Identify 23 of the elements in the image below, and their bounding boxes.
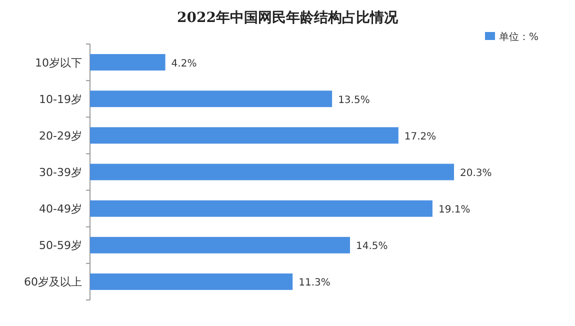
bar bbox=[90, 200, 432, 217]
y-tick-label: 10-19岁 bbox=[39, 92, 82, 106]
data-label: 11.3% bbox=[298, 278, 330, 289]
bar bbox=[90, 236, 350, 254]
data-label: 14.5% bbox=[356, 241, 388, 252]
data-label: 17.2% bbox=[404, 131, 436, 142]
y-tick-label: 50-59岁 bbox=[39, 239, 82, 252]
data-label: 13.5% bbox=[338, 94, 370, 106]
data-label: 20.3% bbox=[460, 168, 492, 179]
data-label: 19.1% bbox=[438, 204, 470, 216]
y-tick-label: 30-39岁 bbox=[39, 166, 82, 179]
y-tick-label: 40-49岁 bbox=[39, 202, 82, 216]
legend-label: 单位：% bbox=[499, 31, 539, 43]
y-tick-label: 60岁及以上 bbox=[24, 276, 82, 289]
chart-title: 2022年中国网民年龄结构占比情况 bbox=[177, 10, 399, 26]
data-label: 4.2% bbox=[171, 58, 197, 70]
y-tick-label: 10岁以下 bbox=[35, 56, 82, 70]
y-tick-label: 20-29岁 bbox=[39, 129, 82, 142]
bar bbox=[90, 90, 332, 108]
bar bbox=[90, 127, 398, 144]
bar bbox=[90, 164, 454, 180]
bar bbox=[90, 273, 293, 290]
bar bbox=[90, 54, 166, 71]
